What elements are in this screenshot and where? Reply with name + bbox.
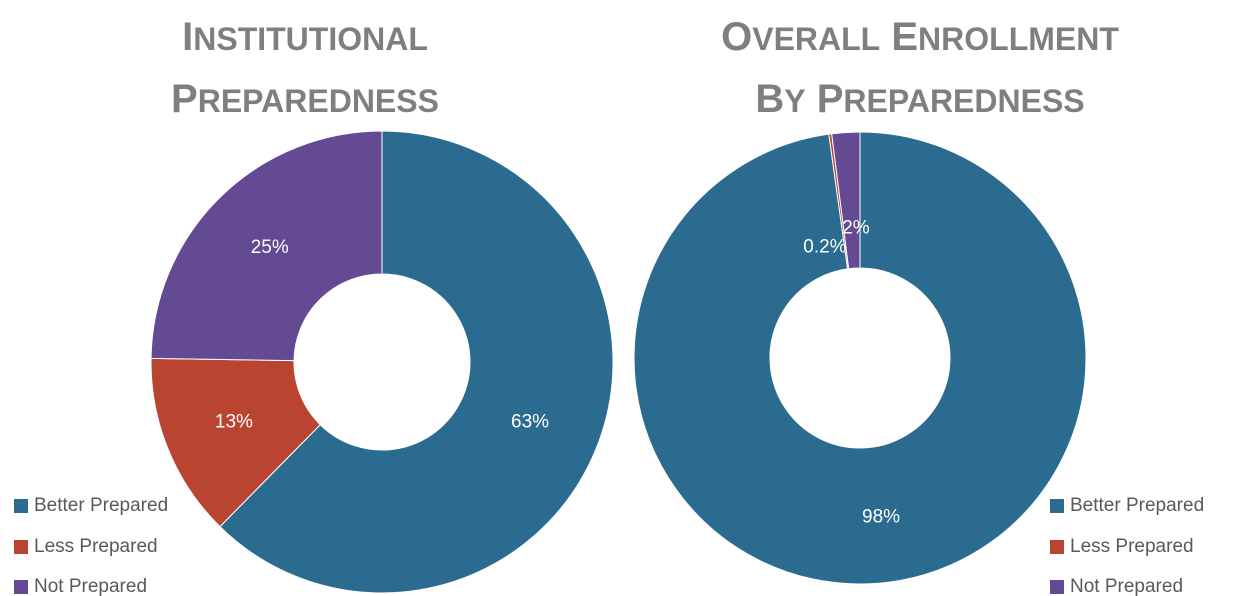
slice-not-prepared <box>831 131 861 270</box>
donut-chart-institutional: 63% 13% 25% INSTITUTIONAL PREPAREDNESS Bett… <box>14 15 614 596</box>
legend-label-not-prepared: Not Prepared <box>1070 576 1183 596</box>
legend-swatch-less-prepared <box>14 540 28 554</box>
legend-swatch-better-prepared <box>14 499 28 513</box>
donut-chart-enrollment: 98% 0.2%2% OVERALL ENROLLMENT BY PREPAREDN… <box>633 15 1204 596</box>
chart-title-line: BY PREPAREDNESS <box>755 77 1084 121</box>
data-label-better-prepared: 98% <box>862 507 900 528</box>
chart-title-line: PREPAREDNESS <box>171 77 439 121</box>
slice-better-prepared <box>633 131 1087 585</box>
legend-swatch-less-prepared <box>1050 540 1064 554</box>
legend-swatch-not-prepared <box>1050 580 1064 594</box>
legend-label-less-prepared: Less Prepared <box>34 536 158 557</box>
slice-not-prepared <box>150 130 383 362</box>
data-label-better-prepared: 63% <box>511 412 549 433</box>
data-label-less-prepared: 13% <box>215 412 253 433</box>
legend-swatch-better-prepared <box>1050 499 1064 513</box>
data-label-not-prepared: 2% <box>842 217 870 238</box>
data-label-not-prepared: 25% <box>251 237 289 258</box>
legend-swatch-not-prepared <box>14 580 28 594</box>
chart-title-line: OVERALL ENROLLMENT <box>721 15 1119 59</box>
legend-label-not-prepared: Not Prepared <box>34 576 147 596</box>
legend-label-better-prepared: Better Prepared <box>34 495 168 516</box>
legend-label-better-prepared: Better Prepared <box>1070 495 1204 516</box>
slice-less-prepared <box>150 357 321 528</box>
legend-label-less-prepared: Less Prepared <box>1070 536 1194 557</box>
data-label-less-prepared: 0.2% <box>803 236 846 257</box>
chart-title-line: INSTITUTIONAL <box>182 15 428 59</box>
slice-better-prepared <box>219 130 614 594</box>
